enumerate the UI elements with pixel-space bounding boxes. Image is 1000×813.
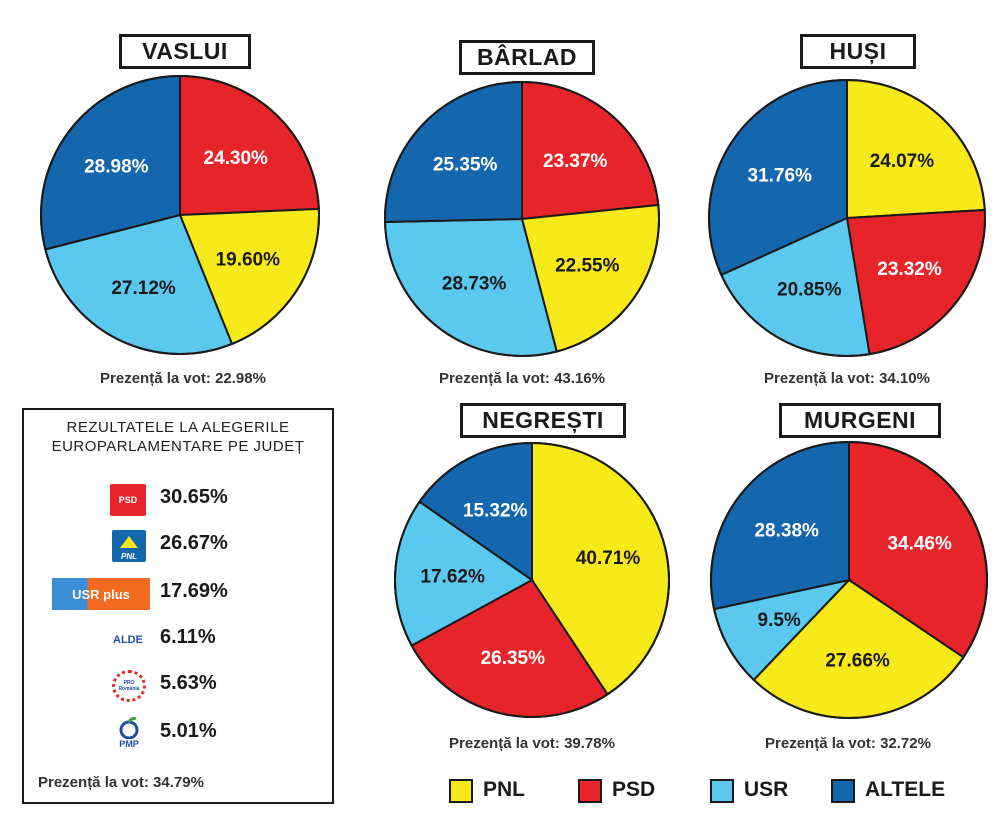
pie-label-altele: 28.98%: [84, 157, 149, 178]
pnl-logo-icon: PNL: [112, 530, 146, 562]
pie-outline: [384, 81, 660, 357]
pnl-logo-graphic: [120, 536, 138, 548]
pie-title-vaslui: VASLUI: [119, 34, 251, 69]
pnl-logo-text: PNL: [121, 552, 137, 561]
pie-label-usr: 20.85%: [777, 280, 842, 301]
pro-romania-logo-icon: PRO România: [112, 670, 146, 702]
party-row-pnl: PNL 26.67%: [24, 526, 332, 566]
party-value-psd: 30.65%: [160, 486, 228, 508]
pmp-logo-text: PMP: [119, 739, 139, 749]
party-value-usr-plus: 17.69%: [160, 580, 228, 602]
pmp-logo-icon: PMP: [112, 714, 146, 752]
pie-label-pnl: 19.60%: [216, 250, 281, 271]
turnout-vaslui: Prezență la vot: 22.98%: [100, 370, 266, 387]
pie-title-negresti: NEGREȘTI: [460, 403, 626, 438]
party-value-pro-romania: 5.63%: [160, 672, 217, 694]
pie-label-usr: 9.5%: [758, 610, 801, 631]
pie-label-usr: 27.12%: [111, 278, 176, 299]
pie-label-pnl: 40.71%: [576, 548, 641, 569]
pie-label-usr: 17.62%: [420, 567, 485, 588]
usr-plus-logo-text: USR plus: [72, 586, 130, 602]
pie-label-usr: 28.73%: [442, 273, 507, 294]
psd-logo-icon: PSD: [110, 484, 146, 516]
usr-plus-logo-icon: USR plus: [52, 578, 150, 610]
party-row-pmp: PMP 5.01%: [24, 714, 332, 754]
pie-label-psd: 34.46%: [887, 533, 952, 554]
pie-label-altele: 28.38%: [754, 521, 819, 542]
legend-label-usr: USR: [744, 778, 789, 801]
party-row-pro-romania: PRO România 5.63%: [24, 666, 332, 706]
county-results-box: REZULTATELE LA ALEGERILE EUROPARLAMENTAR…: [22, 408, 334, 804]
county-results-title: REZULTATELE LA ALEGERILE EUROPARLAMENTAR…: [24, 418, 332, 456]
pie-label-psd: 26.35%: [481, 648, 546, 669]
pie-outline: [710, 441, 988, 719]
legend-label-pnl: PNL: [483, 778, 525, 801]
pro-romania-logo-text: PRO România: [118, 680, 140, 692]
party-value-pnl: 26.67%: [160, 532, 228, 554]
alde-logo-icon: ALDE: [110, 624, 146, 656]
pie-outline: [40, 75, 320, 355]
pmp-apple-icon: [119, 717, 139, 739]
pie-label-psd: 23.32%: [877, 259, 942, 280]
party-row-alde: ALDE 6.11%: [24, 620, 332, 660]
legend-label-altele: ALTELE: [865, 778, 946, 801]
alde-logo-text: ALDE: [113, 634, 143, 646]
pie-title-barlad: BÂRLAD: [459, 40, 595, 75]
turnout-husi: Prezență la vot: 34.10%: [764, 370, 930, 387]
pie-label-psd: 23.37%: [543, 151, 608, 172]
county-turnout: Prezență la vot: 34.79%: [38, 774, 204, 791]
legend-swatch-psd: [578, 779, 602, 803]
party-value-alde: 6.11%: [160, 626, 216, 648]
turnout-negresti: Prezență la vot: 39.78%: [449, 735, 615, 752]
psd-logo-text: PSD: [118, 495, 138, 505]
turnout-barlad: Prezență la vot: 43.16%: [439, 370, 605, 387]
pie-label-pnl: 24.07%: [870, 151, 935, 172]
county-results-title-line2: EUROPARLAMENTARE PE JUDEȚ: [51, 438, 305, 455]
party-row-psd: PSD 30.65%: [24, 480, 332, 520]
pie-outline: [708, 79, 986, 357]
pie-label-pnl: 27.66%: [825, 651, 890, 672]
pie-title-murgeni: MURGENI: [779, 403, 941, 438]
legend-swatch-altele: [831, 779, 855, 803]
party-value-pmp: 5.01%: [160, 720, 217, 742]
pie-outline: [394, 442, 670, 718]
legend-label-psd: PSD: [612, 778, 656, 801]
county-results-title-line1: REZULTATELE LA ALEGERILE: [66, 419, 290, 436]
pie-label-altele: 15.32%: [463, 501, 528, 522]
legend-swatch-pnl: [449, 779, 473, 803]
pie-label-psd: 24.30%: [204, 148, 269, 169]
pie-label-altele: 25.35%: [433, 154, 498, 175]
pie-title-husi: HUȘI: [800, 34, 916, 69]
turnout-murgeni: Prezență la vot: 32.72%: [765, 735, 931, 752]
legend-swatch-usr: [710, 779, 734, 803]
pie-label-altele: 31.76%: [748, 166, 813, 187]
party-row-usr-plus: USR plus 17.69%: [24, 574, 332, 614]
pie-label-pnl: 22.55%: [555, 255, 620, 276]
